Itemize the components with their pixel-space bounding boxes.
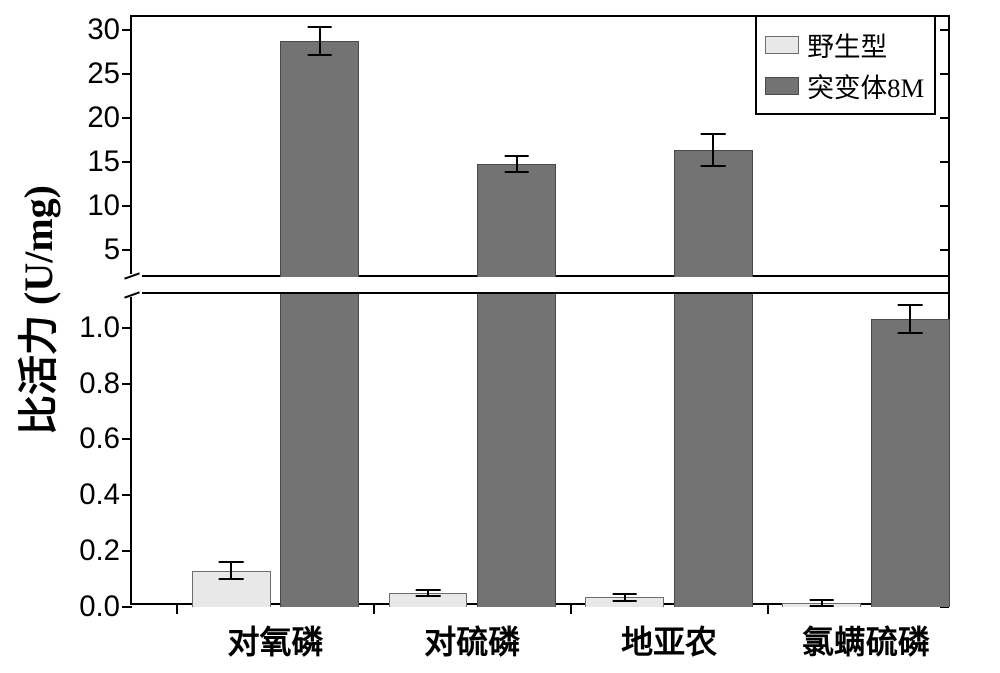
x-category-label: 氯螨硫磷 [802,605,930,663]
legend-swatch [765,77,799,95]
bar [674,294,753,607]
bar [674,150,753,277]
x-category-label: 地亚农 [621,605,717,663]
y-tick-label: 0.6 [79,422,132,456]
y-tick-label: 25 [87,57,132,91]
bar [477,294,556,607]
y-axis-label: 比活力 (U/mg) [6,185,64,435]
legend-item: 野生型 [765,25,924,64]
y-tick-label: 1.0 [79,311,132,345]
y-tick-label: 0.0 [79,590,132,624]
plot-area: 510152025300.00.20.40.60.81.0对氧磷对硫磷地亚农氯螨… [130,15,950,605]
y-tick-label: 10 [87,189,132,223]
bar [871,319,950,607]
bar [280,41,359,277]
y-tick-label: 0.4 [79,478,132,512]
y-tick-label: 15 [87,145,132,179]
y-tick-label: 5 [104,233,132,267]
x-category-label: 对硫磷 [424,605,520,663]
legend-item: 突变体8M [765,66,924,105]
bar [280,294,359,607]
bar [477,164,556,277]
y-tick-label: 30 [87,13,132,47]
legend-label: 野生型 [807,25,887,64]
y-tick-label: 0.8 [79,367,132,401]
chart-container: 5 10 15 20 25 30 0.0 0.2 0.4 0.6 0.8 1.0 对氧磷 对硫磷 地亚农 氯螨… [0,0,1000,673]
legend-label: 突变体8M [807,66,924,105]
y-tick-label: 20 [87,101,132,135]
x-category-label: 对氧磷 [227,605,323,663]
y-tick-label: 0.2 [79,534,132,568]
legend: 野生型突变体8M [755,15,936,115]
legend-swatch [765,36,799,54]
